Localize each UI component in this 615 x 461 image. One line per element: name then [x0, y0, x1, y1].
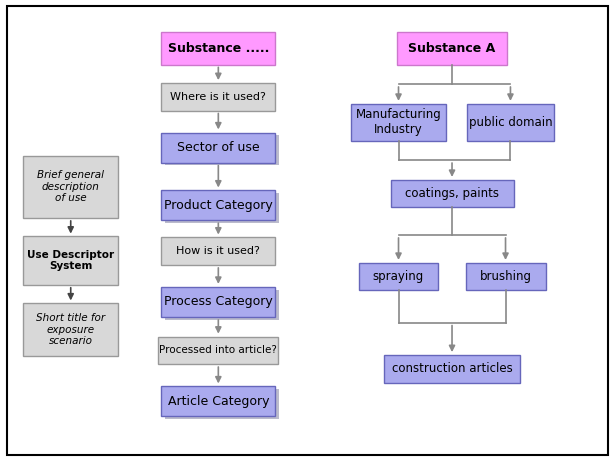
Bar — [165, 135, 279, 165]
Bar — [165, 389, 279, 419]
Bar — [467, 104, 554, 141]
Bar — [23, 303, 118, 356]
Text: Process Category: Process Category — [164, 296, 272, 308]
Bar — [161, 83, 275, 111]
Bar — [161, 287, 275, 317]
Text: Article Category: Article Category — [167, 395, 269, 408]
Bar — [165, 290, 279, 320]
Bar — [351, 104, 446, 141]
Bar — [161, 190, 275, 220]
Text: Where is it used?: Where is it used? — [170, 92, 266, 102]
Text: coatings, paints: coatings, paints — [405, 187, 499, 200]
Text: Product Category: Product Category — [164, 199, 272, 212]
Text: Short title for
exposure
scenario: Short title for exposure scenario — [36, 313, 105, 346]
Bar — [466, 263, 546, 290]
Text: Sector of use: Sector of use — [177, 141, 260, 154]
Text: spraying: spraying — [373, 270, 424, 283]
Text: Use Descriptor
System: Use Descriptor System — [27, 250, 114, 271]
Bar — [384, 355, 520, 383]
Bar — [161, 133, 275, 163]
Text: Manufacturing
Industry: Manufacturing Industry — [355, 108, 442, 136]
Bar — [397, 32, 507, 65]
Bar — [23, 236, 118, 284]
Bar — [359, 263, 438, 290]
Bar — [158, 337, 278, 364]
Text: brushing: brushing — [480, 270, 531, 283]
Text: public domain: public domain — [469, 116, 552, 129]
Text: How is it used?: How is it used? — [177, 246, 260, 256]
Bar — [165, 193, 279, 223]
Bar — [161, 32, 275, 65]
Text: Substance .....: Substance ..... — [168, 42, 269, 55]
Bar — [23, 156, 118, 218]
Text: construction articles: construction articles — [392, 362, 512, 375]
Bar — [391, 180, 514, 207]
Text: Brief general
description
of use: Brief general description of use — [38, 170, 104, 203]
Text: Processed into article?: Processed into article? — [159, 345, 277, 355]
Bar — [161, 386, 275, 416]
Text: Substance A: Substance A — [408, 42, 496, 55]
Bar — [161, 237, 275, 265]
